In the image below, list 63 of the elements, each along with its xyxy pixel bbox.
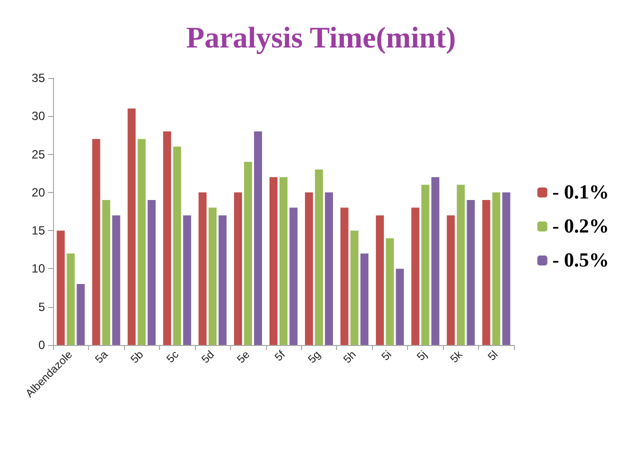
bar: [128, 108, 136, 345]
bar: [466, 200, 475, 345]
y-tick-label: 10: [32, 262, 46, 276]
y-tick-label: 20: [32, 185, 46, 200]
bar: [148, 200, 156, 345]
x-tick-label: 5a: [93, 348, 112, 366]
bar: [198, 192, 207, 345]
bar: [183, 215, 192, 345]
x-tick-label: 5c: [164, 348, 182, 366]
bar: [324, 192, 333, 345]
bar: [290, 208, 298, 345]
legend-label: - 0.5%: [552, 250, 610, 272]
bar: [76, 284, 85, 345]
y-tick-label: 0: [38, 338, 46, 352]
bar: [431, 177, 440, 345]
bar: [340, 208, 348, 345]
bar: [482, 200, 490, 345]
x-tick-label: 5b: [128, 348, 146, 366]
bar: [396, 268, 404, 345]
bar: [208, 208, 217, 345]
y-tick-label: 15: [32, 224, 46, 238]
bar: [66, 253, 75, 345]
bar: [102, 200, 110, 345]
bar: [173, 146, 182, 345]
bar: [304, 192, 313, 345]
bar: [163, 131, 172, 345]
bar: [234, 192, 242, 345]
bar: [218, 215, 227, 345]
x-tick-label: 5e: [235, 348, 252, 366]
bar: [280, 177, 288, 345]
bar: [270, 177, 278, 345]
bar: [350, 230, 358, 345]
bar: [446, 215, 455, 345]
chart-title: Paralysis Time(mint): [186, 22, 456, 54]
x-tick-label: 5g: [306, 348, 324, 366]
bar: [502, 192, 510, 345]
bar: [138, 139, 146, 345]
bar: [360, 253, 368, 345]
bar: [56, 230, 65, 345]
bar: [376, 215, 384, 345]
bar: [421, 184, 430, 345]
x-tick-label: 5j: [415, 348, 430, 364]
y-tick-label: 30: [32, 109, 46, 124]
y-tick-label: 35: [32, 71, 46, 85]
y-tick-label: 5: [38, 300, 46, 314]
bar: [254, 131, 262, 345]
bar: [456, 184, 465, 345]
legend-label: - 0.1%: [552, 182, 610, 204]
x-tick-label: 5i: [380, 348, 394, 364]
bar: [411, 208, 420, 345]
y-tick-label: 25: [32, 147, 46, 162]
bar: [386, 238, 394, 345]
bar: [112, 215, 120, 345]
bar: [92, 139, 100, 345]
bar: [244, 162, 252, 345]
legend-label: - 0.2%: [552, 216, 610, 238]
x-tick-label: 5f: [272, 348, 288, 364]
x-tick-label: 5d: [200, 348, 217, 366]
bar: [492, 192, 500, 345]
x-tick-label: 5k: [448, 348, 466, 366]
x-tick-label: 5l: [486, 348, 501, 364]
bar: [314, 170, 323, 345]
x-tick-label: 5h: [342, 348, 359, 366]
